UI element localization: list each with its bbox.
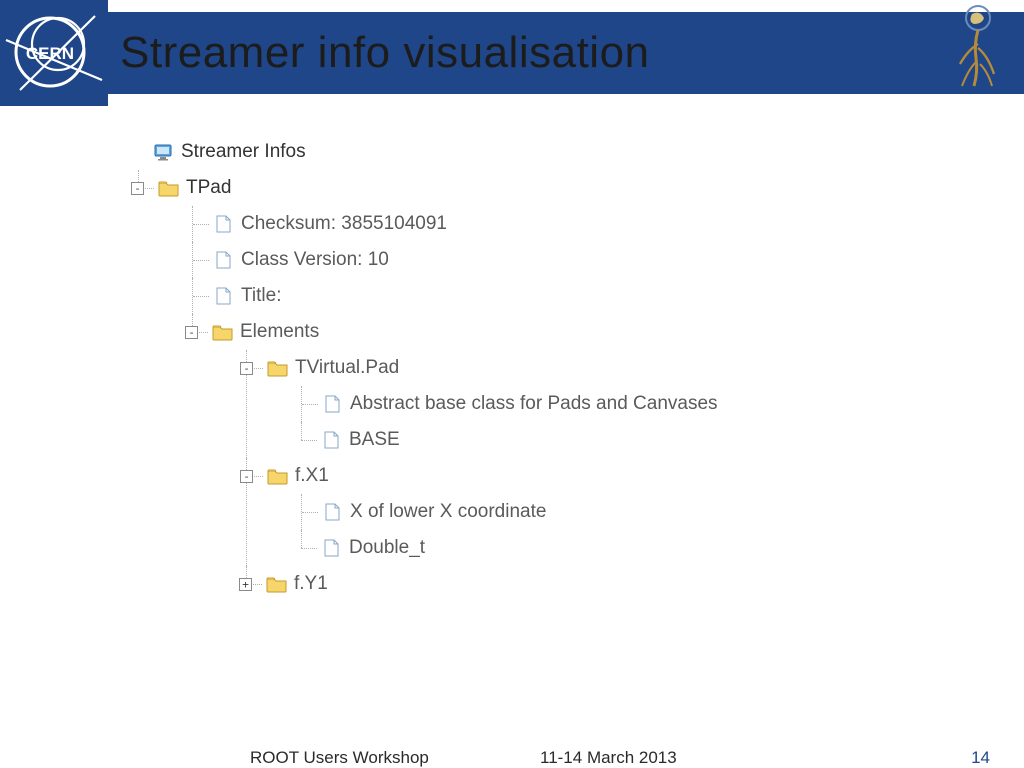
tree-node-elements[interactable]: - Elements - TVirtual.Pad xyxy=(192,314,718,602)
tree-label: f.Y1 xyxy=(294,566,328,602)
page-title: Streamer info visualisation xyxy=(120,28,650,78)
tree-label: BASE xyxy=(349,422,400,458)
tree-leaf[interactable]: Checksum: 3855104091 xyxy=(192,206,718,242)
file-icon xyxy=(321,538,343,558)
tree-leaf[interactable]: BASE xyxy=(301,422,718,458)
tree-leaf[interactable]: Title: xyxy=(192,278,718,314)
file-icon xyxy=(213,214,235,234)
streamer-tree: - Streamer Infos - TPad xyxy=(130,134,718,602)
tree-label: Elements xyxy=(240,314,319,350)
expand-icon[interactable]: + xyxy=(239,578,252,591)
tree-label: Double_t xyxy=(349,530,425,566)
footer-workshop: ROOT Users Workshop xyxy=(250,748,429,768)
cern-logo: CERN xyxy=(0,0,108,106)
tree-label: TVirtual.Pad xyxy=(295,350,399,386)
tree-leaf[interactable]: Abstract base class for Pads and Canvase… xyxy=(301,386,718,422)
slide-header: Streamer info visualisation xyxy=(0,12,1024,94)
tree-label: f.X1 xyxy=(295,458,329,494)
file-icon xyxy=(213,286,235,306)
page-number: 14 xyxy=(971,748,990,768)
tree-root[interactable]: - Streamer Infos - TPad xyxy=(130,134,718,602)
tree-label: Checksum: 3855104091 xyxy=(241,206,447,242)
tree-node-fx1[interactable]: - f.X1 X of lower X coordina xyxy=(246,458,718,566)
tree-label: TPad xyxy=(186,170,231,206)
folder-icon xyxy=(267,358,289,378)
folder-icon xyxy=(212,322,234,342)
tree-leaf[interactable]: X of lower X coordinate xyxy=(301,494,718,530)
tree-label: Title: xyxy=(241,278,281,314)
folder-icon xyxy=(266,574,288,594)
collapse-icon[interactable]: - xyxy=(240,470,253,483)
tree-node-tpad[interactable]: - TPad Checksum: 3855104091 xyxy=(138,170,718,602)
root-logo xyxy=(950,4,1006,96)
tree-node-fy1[interactable]: + f.Y1 xyxy=(246,566,718,602)
folder-icon xyxy=(267,466,289,486)
collapse-icon[interactable]: - xyxy=(240,362,253,375)
svg-text:CERN: CERN xyxy=(26,44,74,63)
tree-label: Streamer Infos xyxy=(181,134,306,170)
monitor-icon xyxy=(153,142,175,162)
footer-date: 11-14 March 2013 xyxy=(540,748,677,768)
folder-icon xyxy=(158,178,180,198)
tree-label: Abstract base class for Pads and Canvase… xyxy=(350,386,718,422)
tree-label: Class Version: 10 xyxy=(241,242,389,278)
tree-leaf[interactable]: Double_t xyxy=(301,530,718,566)
file-icon xyxy=(321,430,343,450)
file-icon xyxy=(322,502,344,522)
tree-node-tvirtualpad[interactable]: - TVirtual.Pad Abstract base xyxy=(246,350,718,458)
collapse-icon[interactable]: - xyxy=(185,326,198,339)
file-icon xyxy=(322,394,344,414)
collapse-icon[interactable]: - xyxy=(131,182,144,195)
tree-leaf[interactable]: Class Version: 10 xyxy=(192,242,718,278)
tree-label: X of lower X coordinate xyxy=(350,494,546,530)
file-icon xyxy=(213,250,235,270)
